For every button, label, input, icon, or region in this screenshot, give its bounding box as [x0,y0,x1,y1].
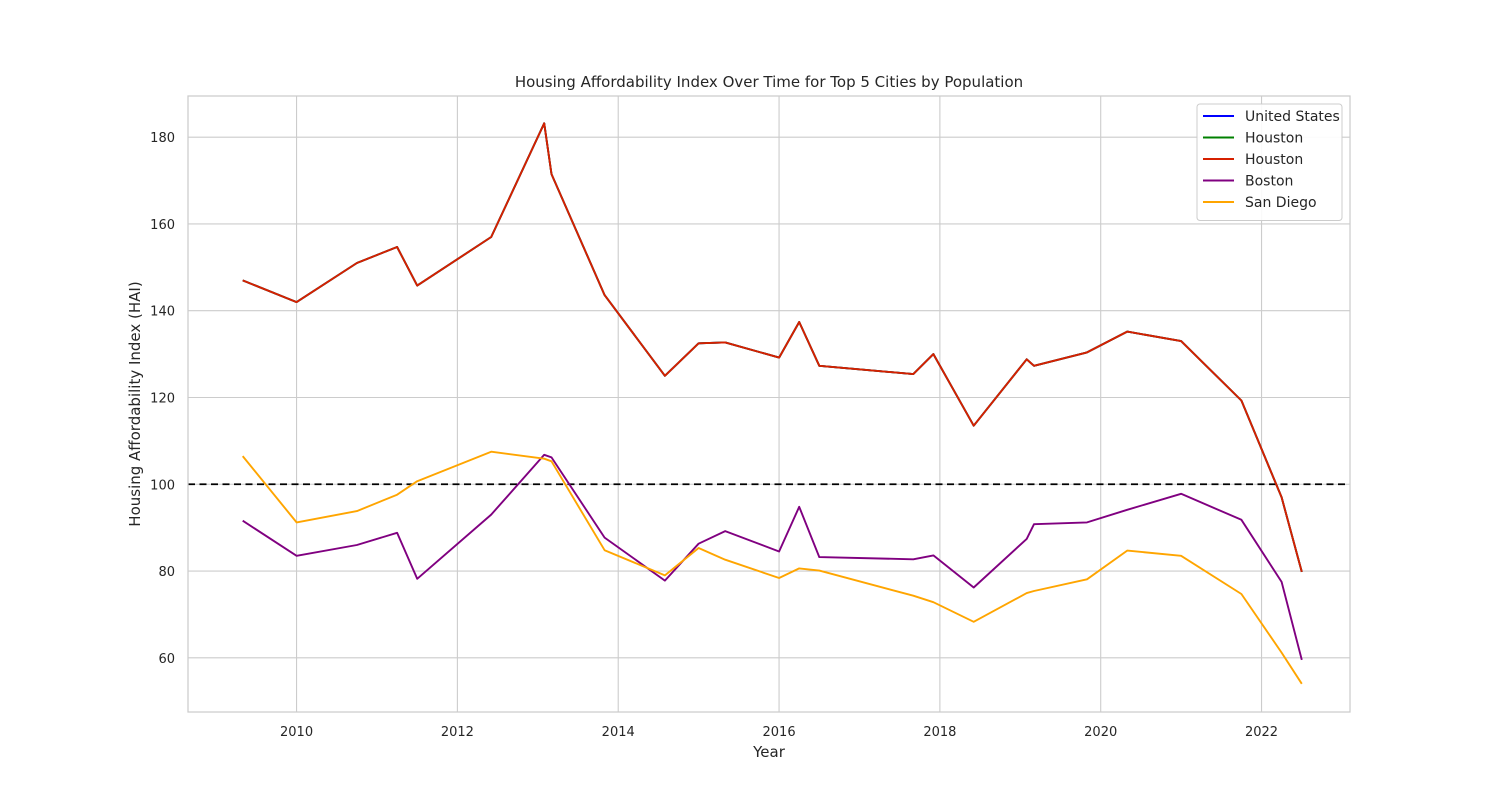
y-tick-label: 140 [150,305,175,320]
series-line-3 [242,453,1303,661]
x-tick-label: 2018 [923,725,956,740]
y-tick-label: 80 [158,565,175,580]
legend-label: Boston [1245,174,1293,190]
x-tick-label: 2012 [441,725,474,740]
y-tick-labels: 60 80 100 120 140 160 180 [150,131,175,667]
legend-label: Houston [1245,131,1303,147]
series-line-2 [242,122,1303,573]
x-tick-labels: 2010 2012 2014 2016 2018 2020 2022 [280,725,1278,740]
y-tick-label: 160 [150,218,175,233]
y-tick-label: 120 [150,391,175,406]
x-tick-label: 2016 [763,725,796,740]
y-tick-label: 180 [150,131,175,146]
x-tick-label: 2022 [1245,725,1278,740]
legend-label: San Diego [1245,195,1317,211]
series-line-4 [241,450,1303,685]
y-tick-label: 100 [150,478,175,493]
plot-frame [187,95,1351,713]
series-lines [241,122,1303,685]
legend-label: United States [1245,109,1340,125]
x-tick-label: 2010 [280,725,313,740]
y-axis-title: Housing Affordability Index (HAI) [126,281,144,526]
legend-label: Houston [1245,152,1303,168]
y-tick-label: 60 [158,652,175,667]
legend-box [1196,103,1343,221]
x-tick-label: 2020 [1084,725,1117,740]
x-tick-label: 2014 [602,725,635,740]
chart-title: Housing Affordability Index Over Time fo… [515,73,1023,91]
x-axis-title: Year [752,743,786,761]
legend: United States Houston Houston Boston San Die… [1196,103,1343,221]
